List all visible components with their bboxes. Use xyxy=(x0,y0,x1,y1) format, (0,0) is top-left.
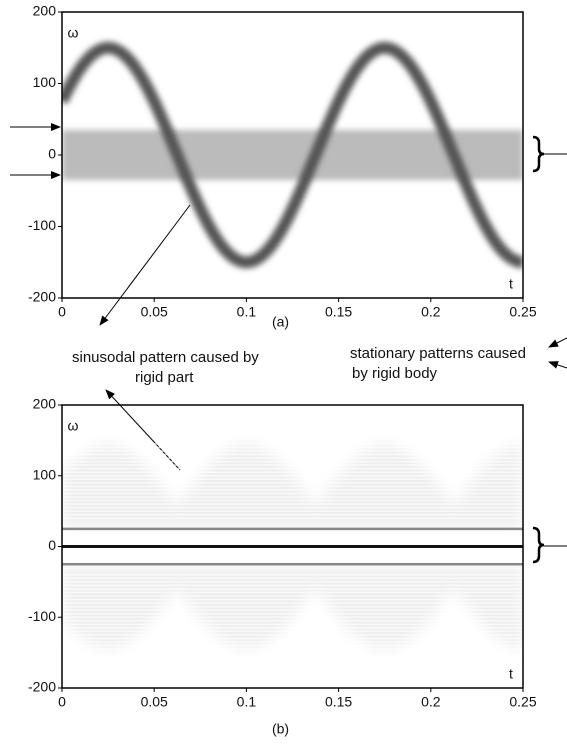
x-axis-label: t xyxy=(509,276,513,292)
caption: (a) xyxy=(272,314,289,330)
x-axis-label: t xyxy=(509,666,513,682)
x-tick-label: 0.25 xyxy=(509,694,536,710)
annotation: rigid part xyxy=(135,369,194,386)
x-tick-label: 0.2 xyxy=(421,304,441,320)
y-tick-label: -100 xyxy=(28,217,56,233)
annotation: by rigid body xyxy=(352,365,438,382)
annotation: sinusodal pattern caused by xyxy=(72,349,259,366)
y-tick-label: 200 xyxy=(33,396,57,412)
y-tick-label: 200 xyxy=(33,3,57,19)
y-axis-label: ω xyxy=(68,25,79,41)
x-tick-label: 0.15 xyxy=(325,304,352,320)
caption: (b) xyxy=(272,721,289,737)
y-tick-label: 100 xyxy=(33,74,57,90)
x-tick-label: 0.15 xyxy=(325,694,352,710)
heatmap xyxy=(62,41,523,269)
region xyxy=(62,567,523,650)
x-tick-label: 0.1 xyxy=(237,694,257,710)
heatmap xyxy=(62,443,523,650)
y-tick-label: 0 xyxy=(48,146,56,162)
x-tick-label: 0 xyxy=(58,694,66,710)
arrows xyxy=(10,123,567,564)
annotation: stationary patterns caused xyxy=(350,345,526,362)
sinusoid xyxy=(62,41,523,269)
y-tick-label: 0 xyxy=(48,537,56,553)
x-tick-label: 0 xyxy=(58,304,66,320)
x-tick-label: 0.1 xyxy=(237,304,257,320)
y-axis-label: ω xyxy=(68,418,79,434)
y-tick-label: -200 xyxy=(28,679,56,695)
x-tick-label: 0.2 xyxy=(421,694,441,710)
y-tick-label: 100 xyxy=(33,466,57,482)
x-tick-label: 0.05 xyxy=(141,694,168,710)
x-tick-label: 0.25 xyxy=(509,304,536,320)
y-tick-label: -200 xyxy=(28,289,56,305)
x-tick-label: 0.05 xyxy=(141,304,168,320)
region xyxy=(62,443,523,526)
y-tick-label: -100 xyxy=(28,608,56,624)
